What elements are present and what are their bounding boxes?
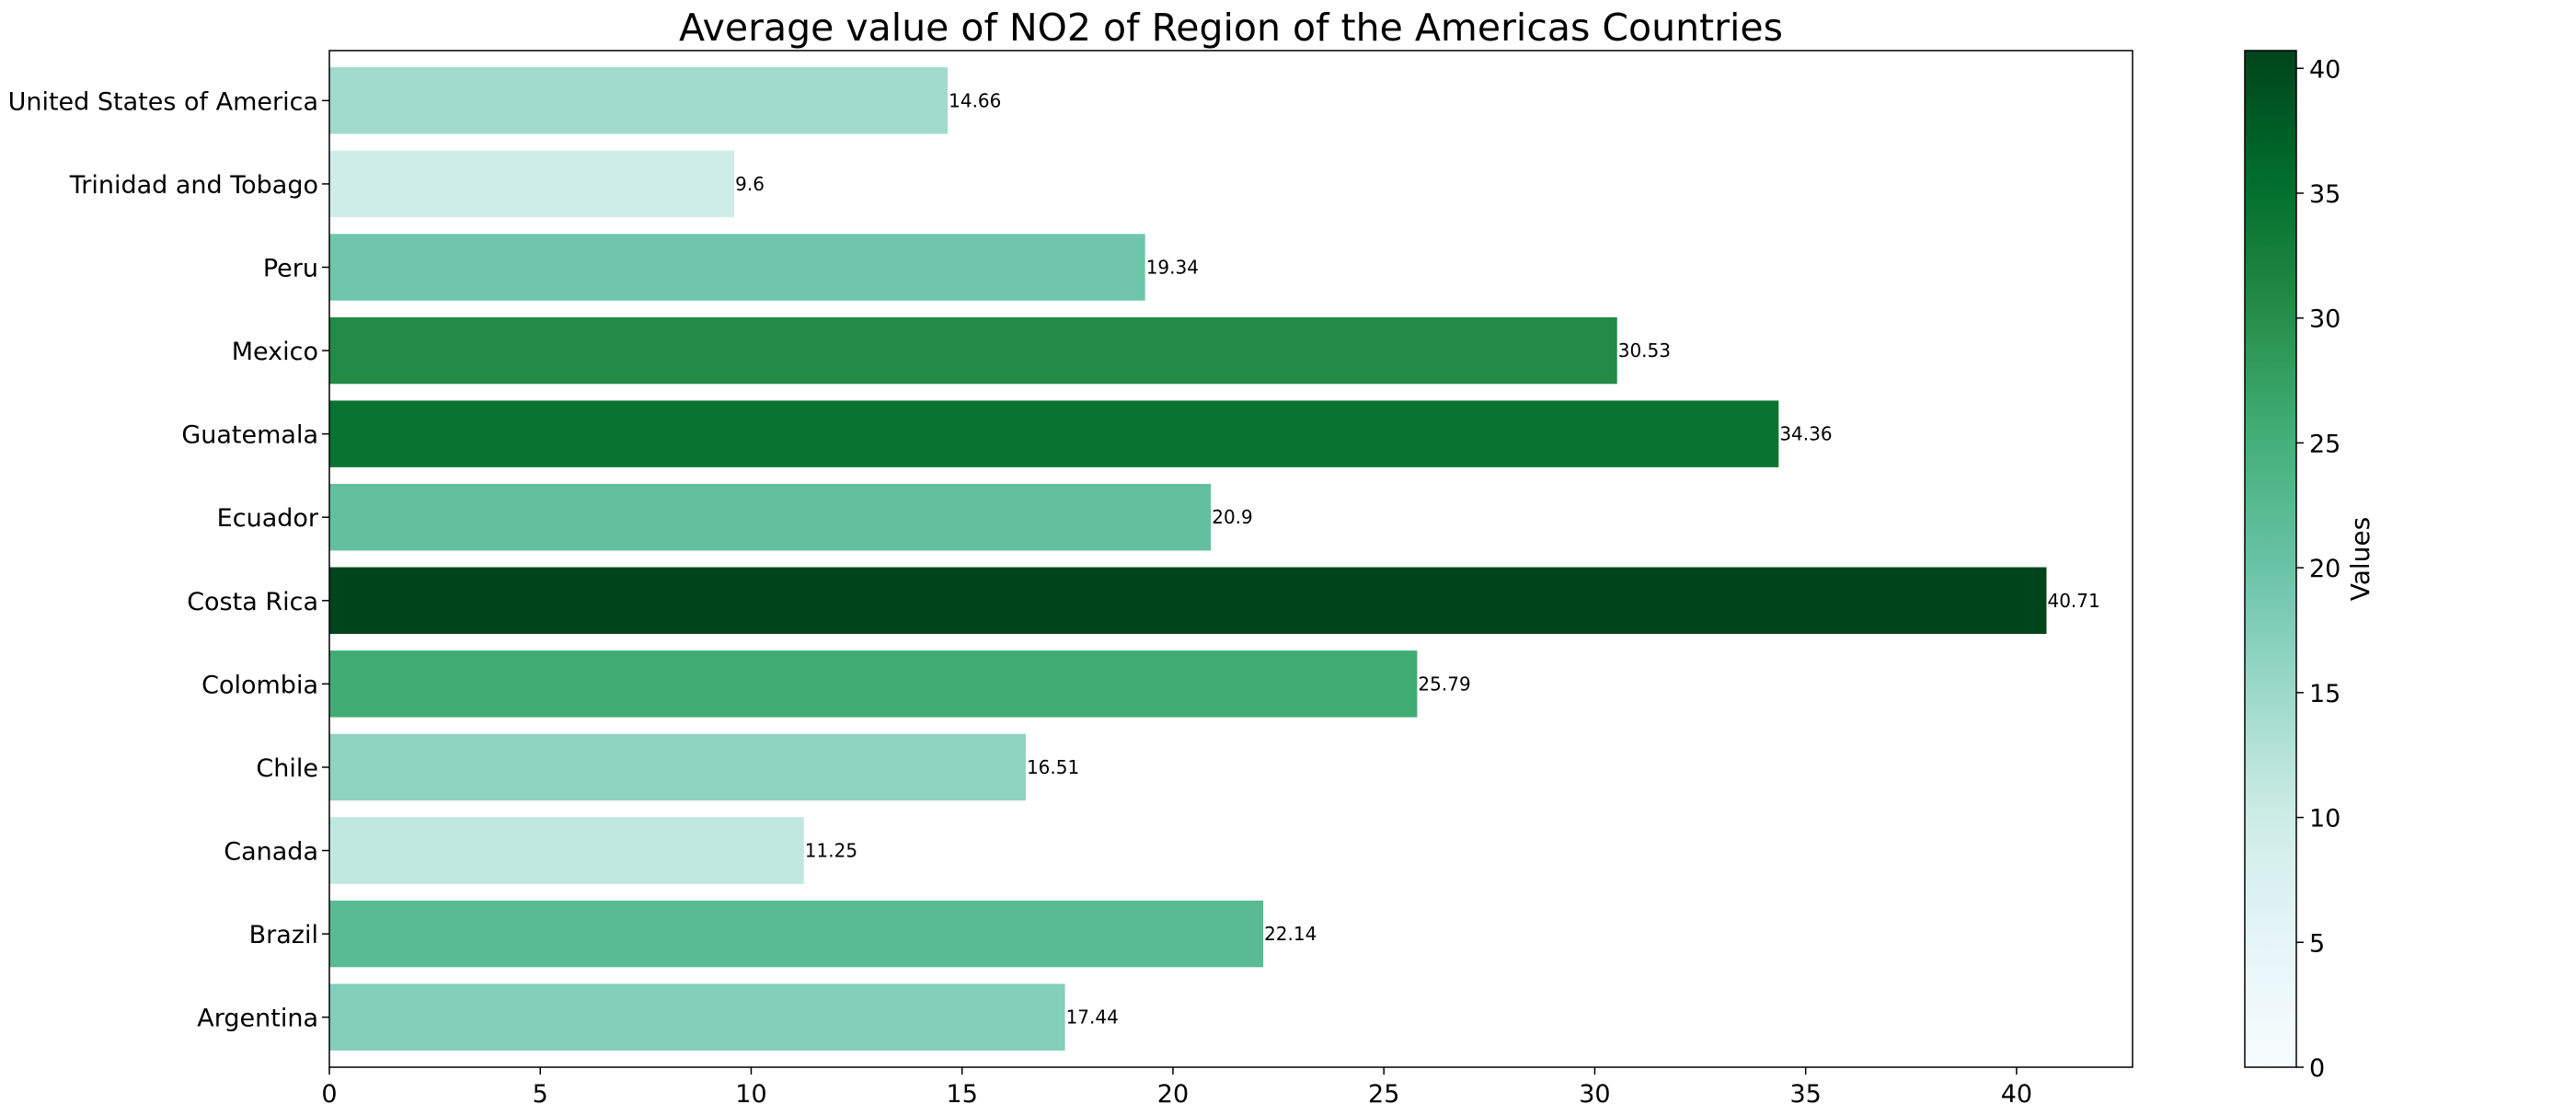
y-tick-label: Trinidad and Tobago [69, 171, 318, 200]
y-tick-label: Argentina [197, 1005, 318, 1033]
x-axis: 0 5 10 15 20 25 30 35 40 [321, 1067, 2032, 1104]
bar [329, 234, 1145, 301]
y-axis: United States of America Trinidad and Tob… [8, 87, 329, 1033]
value-labels: 14.66 9.6 19.34 30.53 34.36 20.9 40.71 25.79 16.… [735, 89, 2100, 1028]
bar [329, 733, 1026, 801]
y-tick-label: Costa Rica [187, 588, 318, 616]
value-label: 34.36 [1779, 423, 1832, 445]
x-tick-label: 40 [2001, 1080, 2032, 1104]
value-label: 17.44 [1066, 1006, 1119, 1029]
x-tick-label: 25 [1368, 1080, 1399, 1104]
colorbar-tick-label: 40 [2309, 55, 2340, 84]
bar [329, 983, 1065, 1051]
x-tick-label: 35 [1789, 1080, 1821, 1104]
x-tick-label: 15 [947, 1080, 978, 1104]
value-label: 9.6 [735, 173, 765, 195]
value-label: 14.66 [949, 89, 1001, 111]
y-tick-label: Chile [256, 754, 318, 783]
y-tick-label: United States of America [8, 87, 318, 116]
colorbar-tick-label: 15 [2309, 680, 2340, 708]
x-tick-label: 5 [533, 1080, 548, 1104]
bar [329, 150, 735, 218]
value-label: 40.71 [2047, 590, 2099, 612]
value-label: 20.9 [1212, 506, 1253, 528]
colorbar-gradient [2244, 50, 2297, 1068]
bar [329, 67, 949, 134]
plot-frame [328, 50, 2133, 1068]
y-tick-label: Canada [224, 838, 318, 867]
x-tick-label: 30 [1579, 1080, 1610, 1104]
y-tick-label: Ecuador [217, 504, 319, 533]
colorbar-tick-label: 20 [2309, 555, 2340, 583]
colorbar-label: Values [2345, 517, 2375, 601]
y-tick-label: Guatemala [181, 421, 318, 450]
bar [329, 650, 1418, 718]
x-tick-label: 20 [1157, 1080, 1189, 1104]
value-label: 22.14 [1264, 923, 1317, 945]
y-tick-label: Brazil [249, 921, 318, 949]
colorbar-tick-label: 0 [2309, 1054, 2325, 1083]
value-label: 25.79 [1418, 673, 1470, 695]
colorbar-tick-label: 10 [2309, 805, 2340, 834]
colorbar-tick-label: 25 [2309, 430, 2340, 458]
y-tick-label: Colombia [201, 671, 318, 699]
colorbar-tick-label: 30 [2309, 305, 2340, 334]
bars-layer [329, 67, 2047, 1051]
chart-title: Average value of NO2 of Region of the Am… [679, 6, 1783, 50]
y-tick-label: Peru [263, 254, 318, 282]
colorbar: 0 5 10 15 20 25 30 35 40 Values [2244, 50, 2375, 1083]
y-tick-label: Mexico [232, 338, 318, 366]
value-label: 19.34 [1146, 256, 1199, 278]
colorbar-tick-label: 5 [2309, 929, 2325, 958]
bar [329, 483, 1212, 551]
x-tick-label: 0 [321, 1080, 337, 1104]
bar [329, 316, 1617, 385]
value-label: 11.25 [805, 840, 857, 862]
value-label: 30.53 [1618, 339, 1671, 362]
bar [329, 400, 1779, 467]
bar [329, 900, 1264, 968]
value-label: 16.51 [1027, 756, 1079, 778]
colorbar-tick-label: 35 [2309, 180, 2340, 209]
bar [329, 567, 2047, 635]
x-tick-label: 10 [735, 1080, 766, 1104]
bar [329, 817, 804, 884]
